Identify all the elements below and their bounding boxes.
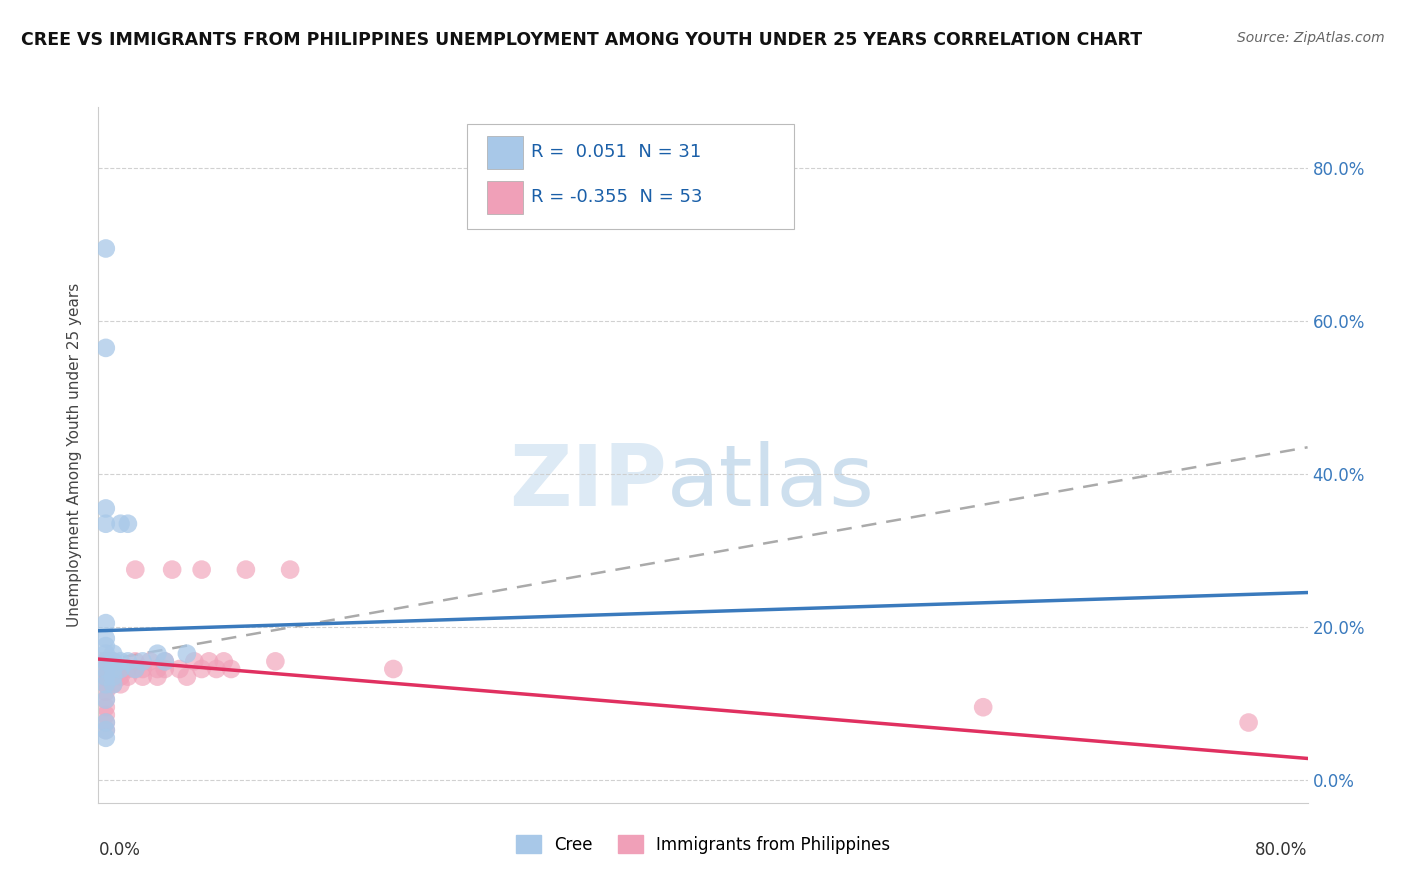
Legend: Cree, Immigrants from Philippines: Cree, Immigrants from Philippines [516,836,890,854]
Point [101,662,124,676]
FancyBboxPatch shape [486,136,523,169]
Point [94,654,117,668]
Point [93,670,115,684]
Point [219,662,242,676]
Text: CREE VS IMMIGRANTS FROM PHILIPPINES UNEMPLOYMENT AMONG YOUTH UNDER 25 YEARS CORR: CREE VS IMMIGRANTS FROM PHILIPPINES UNEM… [21,31,1142,49]
Point [94,662,117,676]
Point [124,662,146,676]
Point [94,516,117,531]
Point [94,723,117,738]
Text: 80.0%: 80.0% [1256,841,1308,859]
Point [176,647,198,661]
Point [146,662,169,676]
Point [101,670,124,684]
Point [94,677,117,691]
Point [94,670,117,684]
Point [94,662,117,676]
Point [117,670,139,684]
Point [101,670,124,684]
Point [110,662,132,676]
Point [190,563,212,577]
Point [124,662,146,676]
Point [94,654,117,668]
Point [94,685,117,699]
Point [97,670,120,684]
Point [131,662,153,676]
Point [101,654,124,668]
Point [972,700,994,714]
Point [94,700,117,714]
Point [110,662,132,676]
Point [117,516,139,531]
Point [101,662,124,676]
Text: R = -0.355  N = 53: R = -0.355 N = 53 [531,188,703,206]
Point [94,707,117,722]
Point [153,662,176,676]
Point [101,677,124,691]
Text: atlas: atlas [666,442,875,524]
Point [97,662,120,676]
Point [90,654,112,668]
Point [98,654,121,668]
Point [110,677,132,691]
Point [91,662,114,676]
Point [94,715,117,730]
Point [235,563,257,577]
Point [131,670,153,684]
Point [117,654,139,668]
Point [146,670,169,684]
Point [110,670,132,684]
Point [110,516,132,531]
Point [94,341,117,355]
Point [94,692,117,706]
Text: ZIP: ZIP [509,442,666,524]
Point [94,723,117,738]
Point [94,692,117,706]
Point [117,662,139,676]
Point [101,654,124,668]
Point [124,654,146,668]
Point [205,662,228,676]
Text: Source: ZipAtlas.com: Source: ZipAtlas.com [1237,31,1385,45]
Text: R =  0.051  N = 31: R = 0.051 N = 31 [531,144,702,161]
Point [176,670,198,684]
Point [94,616,117,631]
Point [190,662,212,676]
FancyBboxPatch shape [467,124,793,229]
Point [94,632,117,646]
Point [94,647,117,661]
Point [169,662,191,676]
Point [153,654,176,668]
Point [198,654,221,668]
Y-axis label: Unemployment Among Youth under 25 years: Unemployment Among Youth under 25 years [67,283,83,627]
Point [212,654,235,668]
Point [100,670,122,684]
Point [94,677,117,691]
FancyBboxPatch shape [486,181,523,214]
Point [1237,715,1260,730]
Point [131,654,153,668]
Point [94,242,117,256]
Point [94,715,117,730]
Point [94,731,117,745]
Point [94,501,117,516]
Point [94,670,117,684]
Point [183,654,205,668]
Point [124,563,146,577]
Text: 0.0%: 0.0% [98,841,141,859]
Point [146,647,169,661]
Point [101,647,124,661]
Point [278,563,301,577]
Point [110,654,132,668]
Point [382,662,405,676]
Point [101,677,124,691]
Point [139,654,162,668]
Point [98,662,121,676]
Point [153,654,176,668]
Point [94,639,117,653]
Point [160,563,183,577]
Point [264,654,287,668]
